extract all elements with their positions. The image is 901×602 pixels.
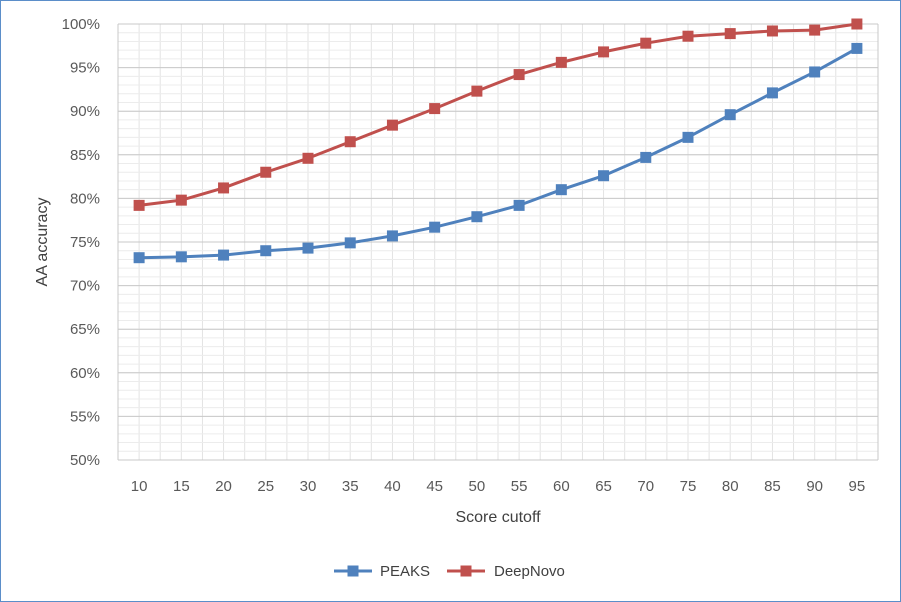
y-tick-label: 90% <box>70 103 100 120</box>
data-point-marker <box>133 252 145 264</box>
y-tick-label: 85% <box>70 147 100 164</box>
data-point-marker <box>598 46 610 58</box>
series-peaks <box>133 42 863 264</box>
y-tick-label: 70% <box>70 278 100 295</box>
y-tick-label: 100% <box>62 16 100 33</box>
data-point-marker <box>809 66 821 78</box>
y-tick-label: 65% <box>70 321 100 338</box>
data-point-marker <box>429 221 441 233</box>
data-point-marker <box>766 25 778 37</box>
data-point-marker <box>175 251 187 263</box>
data-point-marker <box>429 103 441 115</box>
series-line <box>139 47 858 260</box>
x-tick-label: 25 <box>257 478 274 495</box>
data-point-marker <box>471 211 483 223</box>
data-point-marker <box>302 242 314 254</box>
data-point-marker <box>682 131 694 143</box>
x-tick-label: 55 <box>511 478 528 495</box>
y-axis-tick-labels: 50% 55% 60% 65% 70% 75% 80% 85% 90% 95% 100% <box>62 16 100 469</box>
y-axis-title: AA accuracy <box>34 198 51 287</box>
data-point-marker <box>260 166 272 178</box>
data-point-marker <box>344 136 356 148</box>
legend-marker <box>460 565 472 577</box>
x-tick-label: 35 <box>342 478 359 495</box>
data-point-marker <box>640 151 652 163</box>
legend-item-peaks: PEAKS <box>334 563 430 580</box>
data-point-marker <box>175 194 187 206</box>
data-point-marker <box>555 184 567 196</box>
data-point-marker <box>218 182 230 194</box>
data-point-marker <box>555 56 567 68</box>
y-tick-label: 60% <box>70 365 100 382</box>
y-tick-label: 95% <box>70 60 100 77</box>
major-gridlines <box>117 23 879 461</box>
x-axis-tick-labels: 10 15 20 25 30 35 40 45 50 55 60 65 70 75 80 85 90 95 <box>131 478 865 495</box>
legend-label: PEAKS <box>380 563 430 580</box>
x-tick-label: 50 <box>469 478 486 495</box>
data-point-marker <box>851 42 863 54</box>
data-point-marker <box>682 30 694 42</box>
legend-item-deepnovo: DeepNovo <box>447 563 565 580</box>
data-point-marker <box>598 170 610 182</box>
data-point-marker <box>344 237 356 249</box>
series-deepnovo <box>133 18 863 211</box>
data-point-marker <box>851 18 863 30</box>
x-tick-label: 15 <box>173 478 190 495</box>
data-point-marker <box>640 37 652 49</box>
x-tick-label: 40 <box>384 478 401 495</box>
data-point-marker <box>260 245 272 257</box>
x-tick-label: 70 <box>637 478 654 495</box>
y-tick-label: 80% <box>70 190 100 207</box>
x-tick-label: 20 <box>215 478 232 495</box>
x-tick-label: 60 <box>553 478 570 495</box>
data-point-marker <box>724 109 736 121</box>
x-tick-label: 80 <box>722 478 739 495</box>
data-point-marker <box>471 85 483 97</box>
series-layer <box>133 18 863 264</box>
legend-label: DeepNovo <box>494 563 565 580</box>
data-point-marker <box>724 28 736 40</box>
data-point-marker <box>513 69 525 81</box>
data-point-marker <box>386 119 398 131</box>
data-point-marker <box>513 199 525 211</box>
x-tick-label: 45 <box>426 478 443 495</box>
data-point-marker <box>133 199 145 211</box>
data-point-marker <box>766 87 778 99</box>
x-axis-title: Score cutoff <box>455 509 541 526</box>
data-point-marker <box>302 152 314 164</box>
x-tick-label: 95 <box>849 478 866 495</box>
x-tick-label: 30 <box>300 478 317 495</box>
y-tick-label: 55% <box>70 408 100 425</box>
x-tick-label: 85 <box>764 478 781 495</box>
data-point-marker <box>809 24 821 36</box>
x-tick-label: 75 <box>680 478 697 495</box>
legend-marker <box>347 565 359 577</box>
data-point-marker <box>386 230 398 242</box>
y-tick-label: 75% <box>70 234 100 251</box>
x-tick-label: 90 <box>806 478 823 495</box>
data-point-marker <box>218 249 230 261</box>
x-tick-label: 10 <box>131 478 148 495</box>
x-tick-label: 65 <box>595 478 612 495</box>
series-line <box>138 22 858 207</box>
legend: PEAKS DeepNovo <box>334 563 565 580</box>
y-tick-label: 50% <box>70 452 100 469</box>
